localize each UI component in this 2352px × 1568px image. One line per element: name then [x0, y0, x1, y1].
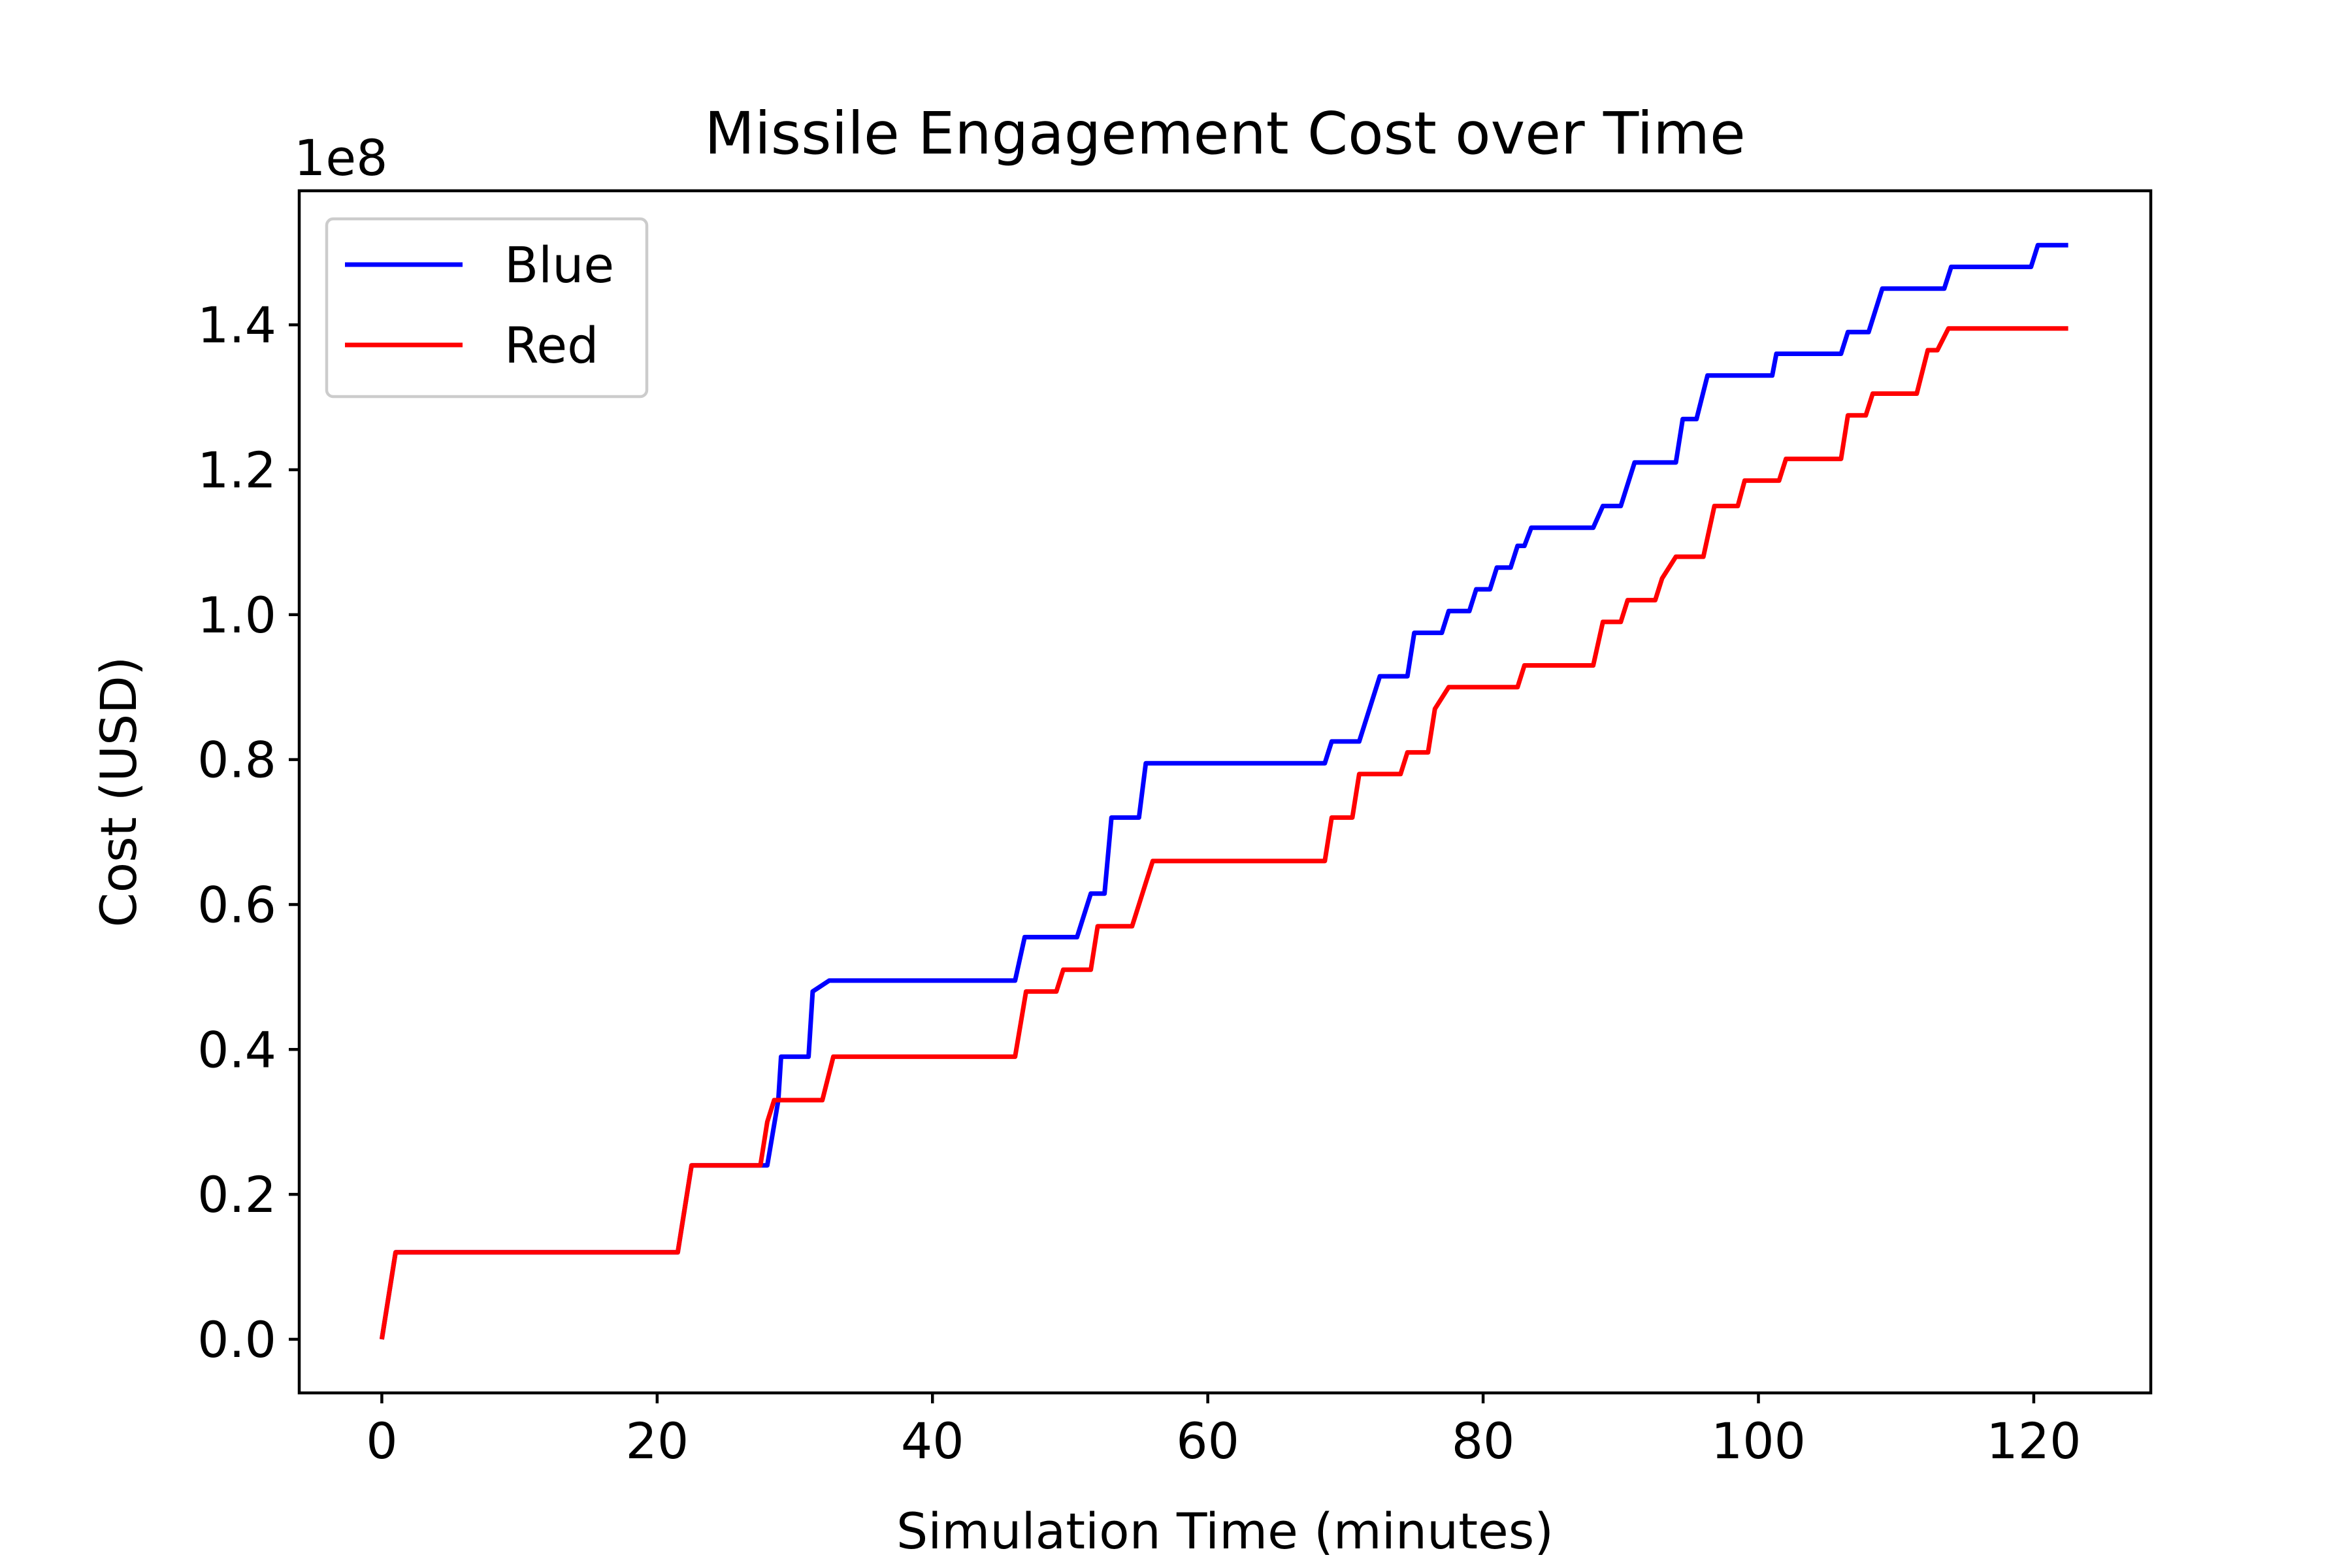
x-tick-label: 20 [625, 1412, 689, 1470]
y-tick-label: 1.0 [197, 586, 276, 644]
x-axis-ticks: 0 20 40 60 80 100 120 [366, 1393, 2081, 1470]
series-layer [379, 242, 2068, 1340]
series-line-blue [379, 242, 2068, 1340]
y-tick-label: 0.6 [197, 875, 276, 934]
legend: Blue Red [325, 217, 649, 399]
y-axis-ticks: 0.0 0.2 0.4 0.6 0.8 1.0 1.2 1.4 [197, 296, 299, 1369]
x-axis-label: Simulation Time (minutes) [896, 1502, 1554, 1560]
y-tick-label: 1.2 [197, 441, 276, 499]
chart-title: Missile Engagement Cost over Time [704, 99, 1745, 167]
y-tick-label: 0.0 [197, 1311, 276, 1369]
x-tick-label: 80 [1452, 1412, 1515, 1470]
x-tick-label: 100 [1711, 1412, 1806, 1470]
y-tick-label: 1.4 [197, 296, 276, 354]
x-tick-label: 120 [1986, 1412, 2081, 1470]
y-tick-label: 0.2 [197, 1166, 276, 1224]
x-tick-label: 60 [1176, 1412, 1239, 1470]
x-tick-label: 0 [366, 1412, 397, 1470]
y-offset-label: 1e8 [294, 129, 387, 187]
legend-label-blue: Blue [504, 236, 614, 294]
y-axis-label: Cost (USD) [90, 657, 148, 928]
legend-label-red: Red [504, 316, 598, 374]
series-line-red [379, 326, 2068, 1340]
x-tick-label: 40 [901, 1412, 964, 1470]
y-tick-label: 0.8 [197, 731, 276, 789]
y-tick-label: 0.4 [197, 1021, 276, 1079]
plot-area-frame [297, 189, 2153, 1395]
